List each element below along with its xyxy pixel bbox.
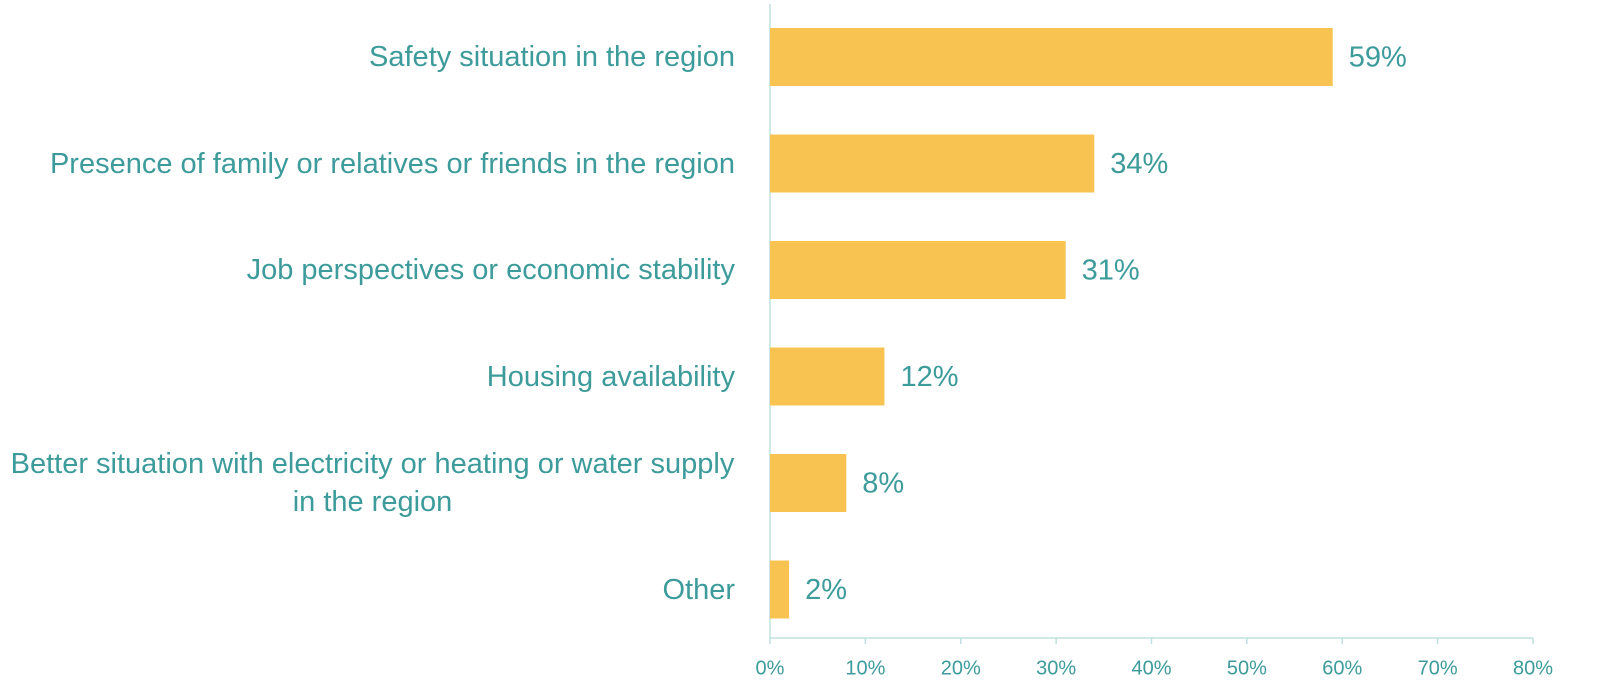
bar bbox=[770, 454, 847, 512]
x-tick-label: 70% bbox=[1418, 657, 1458, 679]
bar bbox=[770, 28, 1333, 86]
category-label: Better situation with electricity or hea… bbox=[10, 448, 735, 518]
x-tick-label: 80% bbox=[1513, 657, 1553, 679]
x-tick-label: 10% bbox=[845, 657, 885, 679]
value-label: 12% bbox=[900, 361, 958, 393]
value-label: 34% bbox=[1110, 148, 1168, 180]
x-tick-label: 20% bbox=[941, 657, 981, 679]
x-tick-label: 0% bbox=[756, 657, 785, 679]
value-label: 8% bbox=[862, 468, 904, 500]
category-label: Job perspectives or economic stability bbox=[246, 254, 735, 286]
value-label: 31% bbox=[1082, 255, 1140, 287]
category-label: Safety situation in the region bbox=[369, 41, 735, 73]
x-tick-label: 50% bbox=[1227, 657, 1267, 679]
category-label: Presence of family or relatives or frien… bbox=[49, 147, 735, 180]
bar bbox=[770, 347, 885, 406]
value-label: 2% bbox=[805, 574, 847, 606]
value-label: 59% bbox=[1349, 42, 1407, 74]
x-tick-label: 40% bbox=[1131, 657, 1171, 679]
category-label: Housing availability bbox=[486, 360, 735, 393]
bar bbox=[770, 134, 1095, 193]
bar bbox=[770, 241, 1066, 299]
x-tick-label: 60% bbox=[1322, 657, 1362, 679]
x-tick-label: 30% bbox=[1036, 657, 1076, 679]
bar bbox=[770, 560, 790, 619]
category-label: Other bbox=[662, 573, 735, 606]
